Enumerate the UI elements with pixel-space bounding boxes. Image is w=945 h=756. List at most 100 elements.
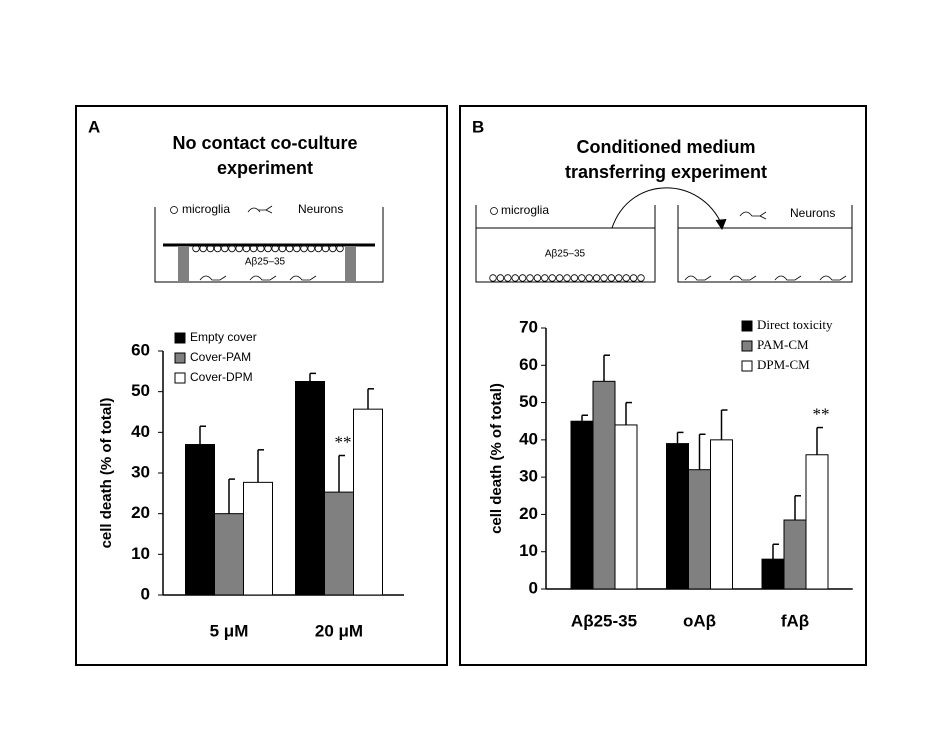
annotation: ** [813, 404, 830, 423]
microglia-icon [629, 274, 638, 282]
diagram-label: Aβ25–35 [545, 249, 586, 260]
diagram-label: Aβ25–35 [245, 257, 286, 268]
microglia-icon [221, 244, 229, 253]
bar [688, 469, 711, 590]
chart-title: Conditioned medium [577, 137, 756, 157]
panel-label: A [88, 117, 100, 136]
bar [570, 420, 594, 590]
microglia-icon [504, 274, 512, 282]
x-tick-label: 20 μM [315, 621, 363, 640]
bar [614, 424, 638, 590]
legend-label: DPM-CM [757, 357, 810, 372]
legend-swatch [741, 320, 753, 332]
microglia-icon [489, 274, 497, 282]
legend-swatch [174, 372, 186, 384]
microglia-icon [555, 274, 564, 282]
y-tick-label: 50 [131, 381, 150, 400]
y-tick-label: 40 [519, 429, 538, 448]
y-tick-label: 70 [519, 317, 538, 336]
bar [710, 439, 733, 590]
diagram-label: Neurons [790, 206, 835, 220]
microglia-icon [300, 244, 308, 253]
legend-swatch [174, 352, 186, 364]
microglia-icon [206, 244, 215, 253]
panel-frame [459, 105, 867, 666]
microglia-icon [511, 274, 519, 282]
microglia-icon [321, 244, 330, 253]
microglia-icon [526, 274, 534, 282]
microglia-icon [213, 244, 222, 253]
bar [666, 443, 689, 590]
panel-label: B [472, 117, 484, 136]
bar [243, 481, 273, 596]
bar [761, 558, 785, 590]
y-tick-label: 20 [131, 503, 150, 522]
microglia-icon [293, 244, 301, 253]
bar [295, 381, 325, 596]
microglia-icon [615, 274, 623, 282]
legend-label: Empty cover [190, 330, 257, 344]
legend-label: PAM-CM [757, 337, 809, 352]
microglia-icon [622, 274, 630, 282]
y-tick-label: 60 [519, 355, 538, 374]
microglia-icon [585, 274, 593, 282]
microglia-icon [329, 244, 337, 253]
microglia-icon [314, 244, 323, 253]
diagram-a [154, 205, 384, 283]
diagram-label: Neurons [298, 202, 343, 216]
bar [185, 444, 215, 596]
x-tick-label: Aβ25-35 [571, 611, 637, 630]
bar [214, 513, 244, 596]
y-tick-label: 20 [519, 504, 538, 523]
y-tick-label: 30 [519, 467, 538, 486]
y-tick-label: 60 [131, 340, 150, 359]
microglia-icon [242, 244, 251, 253]
annotation: ** [335, 432, 352, 451]
microglia-icon [228, 244, 236, 253]
microglia-icon [607, 274, 616, 282]
microglia-icon [264, 244, 272, 253]
microglia-icon [496, 274, 505, 282]
chart-title: experiment [217, 158, 313, 178]
microglia-icon [336, 244, 344, 253]
microglia-icon [192, 244, 200, 253]
microglia-icon [533, 274, 542, 282]
microglia-icon [235, 244, 243, 253]
y-tick-label: 0 [141, 584, 150, 603]
y-tick-label: 30 [131, 462, 150, 481]
microglia-icon [285, 244, 294, 253]
y-tick-label: 40 [131, 422, 150, 441]
microglia-icon [600, 274, 608, 282]
chart-title: transferring experiment [565, 162, 767, 182]
microglia-icon [548, 274, 556, 282]
microglia-icon [278, 244, 287, 253]
diagram-label: microglia [182, 202, 230, 216]
panel-frame [75, 105, 448, 666]
x-tick-label: fAβ [781, 611, 809, 630]
microglia-icon [541, 274, 549, 282]
microglia-icon [249, 244, 258, 253]
x-tick-label: oAβ [683, 611, 716, 630]
bar [324, 491, 354, 596]
microglia-icon [257, 244, 265, 253]
microglia-icon [199, 244, 207, 253]
microglia-icon [570, 274, 579, 282]
microglia-icon [271, 244, 279, 253]
x-tick-label: 5 μM [210, 621, 249, 640]
y-tick-label: 50 [519, 392, 538, 411]
chart-title: No contact co-culture [172, 133, 357, 153]
y-axis-label: cell death (% of total) [98, 398, 115, 549]
legend-swatch [741, 340, 753, 352]
microglia-icon [637, 274, 645, 282]
legend-label: Direct toxicity [757, 317, 833, 332]
bar [592, 380, 616, 590]
y-axis-label: cell death (% of total) [488, 383, 505, 534]
microglia-icon [307, 244, 315, 253]
legend-label: Cover-DPM [190, 370, 253, 384]
legend-label: Cover-PAM [190, 350, 251, 364]
microglia-icon [563, 274, 571, 282]
microglia-icon [578, 274, 586, 282]
legend-swatch [741, 360, 753, 372]
y-tick-label: 10 [131, 544, 150, 563]
